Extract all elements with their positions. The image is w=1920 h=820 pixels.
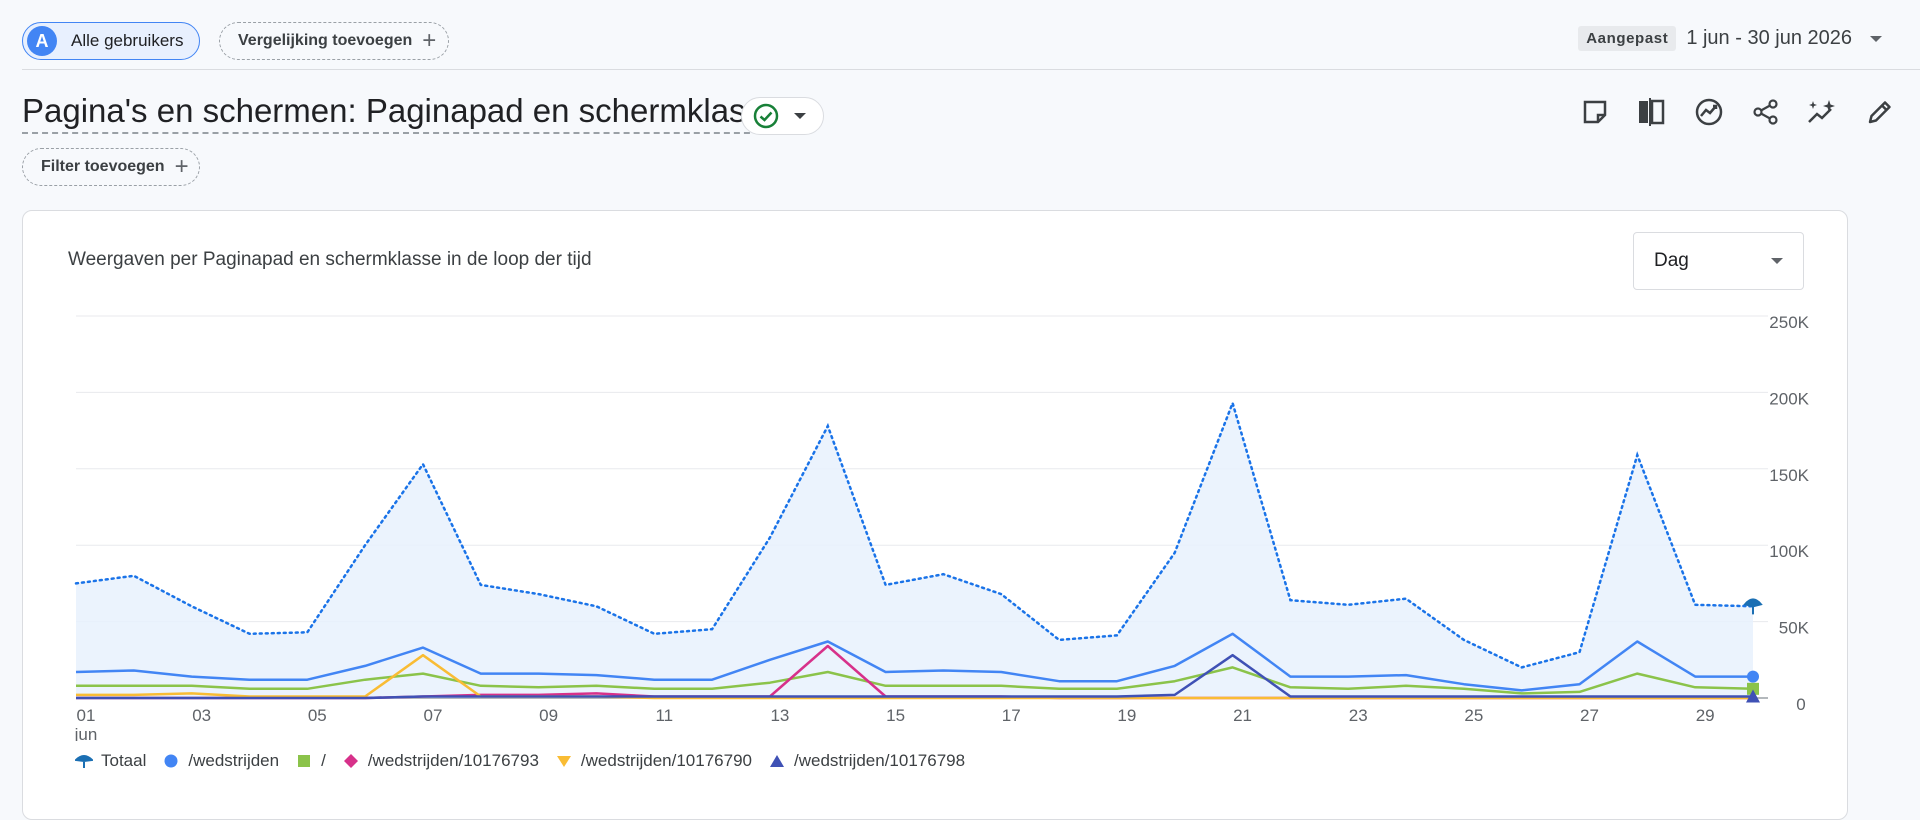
x-tick-label: 13 [770, 706, 789, 725]
granularity-select[interactable]: Dag [1633, 232, 1804, 290]
end-marker-w10176798 [1746, 689, 1760, 703]
page-title[interactable]: Pagina's en schermen: Paginapad en scher… [22, 92, 781, 134]
granularity-value: Dag [1654, 250, 1689, 271]
x-tick-label: 03 [192, 706, 211, 725]
y-tick-label: 50K [1779, 619, 1810, 638]
date-mode-badge: Aangepast [1578, 26, 1677, 51]
anomaly-insights-button[interactable] [1805, 94, 1841, 130]
x-tick-label: 19 [1117, 706, 1136, 725]
y-tick-label: 100K [1769, 542, 1809, 561]
x-sublabel: jun [74, 725, 98, 741]
plus-icon: + [422, 27, 437, 54]
report-status-dropdown[interactable] [741, 97, 824, 135]
legend-item-w10176790[interactable]: /wedstrijden/10176790 [555, 751, 752, 771]
legend-marker-icon [298, 755, 311, 767]
x-tick-label: 15 [886, 706, 905, 725]
date-range-picker[interactable]: Aangepast 1 jun - 30 jun 2026 [1578, 26, 1882, 51]
legend-marker-icon [556, 756, 571, 767]
legend-label: / [321, 751, 326, 770]
series-line-total [74, 399, 1755, 669]
legend-marker-icon [343, 754, 358, 768]
legend-item-root[interactable]: / [295, 751, 326, 771]
legend-label: /wedstrijden [188, 751, 280, 770]
y-tick-label: 250K [1769, 313, 1809, 332]
chart-title: Weergaven per Paginapad en schermklasse … [68, 249, 592, 270]
legend-label: /wedstrijden/10176793 [367, 751, 539, 770]
add-filter-button[interactable]: Filter toevoegen + [22, 148, 200, 186]
series-line-w10176790 [76, 653, 1753, 700]
insights-note-button[interactable] [1577, 94, 1613, 130]
legend-marker-icon [164, 754, 178, 768]
check-circle-icon [753, 103, 779, 129]
legend-marker-icon [769, 755, 784, 767]
chart-legend: Totaal/wedstrijden / /wedstrijden/10176793… [75, 751, 981, 771]
legend-label: /wedstrijden/10176798 [793, 751, 966, 770]
x-tick-label: 07 [424, 706, 443, 725]
add-filter-label: Filter toevoegen [41, 158, 165, 175]
legend-item-wedstrijden[interactable]: /wedstrijden [162, 751, 279, 771]
note-icon [1583, 100, 1607, 124]
add-comparison-label: Vergelijking toevoegen [238, 32, 413, 49]
legend-marker-icon [75, 755, 93, 768]
x-tick-label: 11 [655, 706, 673, 725]
segment-avatar: A [27, 26, 57, 56]
chevron-down-icon [1771, 258, 1783, 264]
sparkle-trend-icon [1808, 100, 1835, 123]
divider [22, 69, 1920, 70]
x-tick-label: 25 [1464, 706, 1483, 725]
end-marker-total [1743, 598, 1763, 615]
series-line-root [76, 666, 1754, 695]
segment-chip-all-users[interactable]: A Alle gebruikers [22, 22, 201, 60]
date-range-label: 1 jun - 30 jun 2026 [1686, 27, 1852, 49]
x-tick-label: 21 [1233, 706, 1252, 725]
chevron-down-icon [1870, 35, 1882, 42]
top-bar: A Alle gebruikers Vergelijking toevoegen… [0, 0, 1920, 70]
end-marker-root [1747, 682, 1759, 695]
x-tick-label: 01 [77, 706, 96, 725]
share-icon [1753, 99, 1778, 125]
segment-label: Alle gebruikers [71, 31, 184, 50]
y-tick-label: 0 [1796, 695, 1805, 714]
legend-label: /wedstrijden/10176790 [580, 751, 752, 770]
legend-item-total[interactable]: Totaal [75, 751, 146, 771]
insights-button[interactable] [1691, 94, 1727, 130]
compare-button[interactable] [1634, 94, 1670, 130]
x-tick-label: 05 [308, 706, 327, 725]
line-chart[interactable]: 0 50K 100K 150K 200K 250K 01 03 05 07 09 11 13 15 17 19… [23, 211, 1849, 741]
legend-item-w10176793[interactable]: /wedstrijden/10176793 [342, 751, 539, 771]
y-tick-label: 150K [1769, 466, 1809, 485]
x-tick-label: 23 [1349, 706, 1368, 725]
y-tick-label: 200K [1769, 389, 1809, 408]
plus-icon: + [174, 153, 189, 180]
x-tick-label: 17 [1002, 706, 1021, 725]
legend-item-w10176798[interactable]: /wedstrijden/10176798 [768, 751, 965, 771]
insights-icon [1695, 98, 1723, 126]
share-button[interactable] [1748, 94, 1784, 130]
pencil-icon [1868, 101, 1891, 124]
x-tick-label: 09 [539, 706, 558, 725]
series-line-wedstrijden [75, 632, 1753, 692]
total-area [76, 403, 1753, 698]
end-marker-wedstrijden [1747, 670, 1759, 683]
x-tick-label: 27 [1580, 706, 1599, 725]
compare-columns-icon [1639, 98, 1665, 126]
chevron-down-icon [794, 113, 806, 119]
edit-report-button[interactable] [1862, 94, 1898, 130]
add-comparison-button[interactable]: Vergelijking toevoegen + [219, 22, 450, 60]
chart-card: Weergaven per Paginapad en schermklasse … [22, 210, 1848, 820]
x-tick-label: 29 [1696, 706, 1715, 725]
report-toolbar [1556, 94, 1898, 130]
legend-label: Totaal [101, 751, 147, 770]
series-line-w10176798 [76, 653, 1753, 700]
